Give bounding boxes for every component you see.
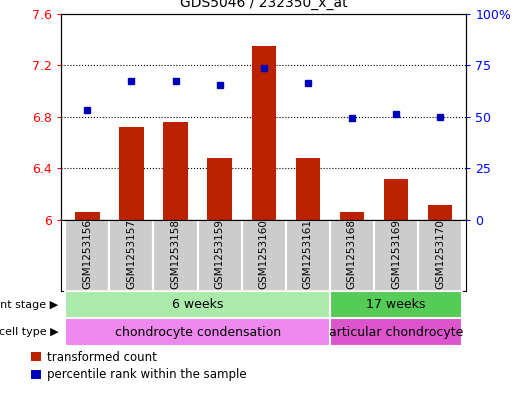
Text: GSM1253161: GSM1253161 xyxy=(303,219,313,289)
Text: 17 weeks: 17 weeks xyxy=(366,298,426,311)
Text: GSM1253170: GSM1253170 xyxy=(435,219,445,289)
Bar xyxy=(65,291,330,318)
Bar xyxy=(198,220,242,291)
Legend: transformed count, percentile rank within the sample: transformed count, percentile rank withi… xyxy=(26,346,251,386)
Bar xyxy=(418,220,462,291)
Bar xyxy=(252,46,276,220)
Text: GSM1253157: GSM1253157 xyxy=(127,219,136,289)
Bar xyxy=(384,179,408,220)
Text: GSM1253159: GSM1253159 xyxy=(215,219,225,289)
Text: GSM1253168: GSM1253168 xyxy=(347,219,357,289)
Title: GDS5046 / 232350_x_at: GDS5046 / 232350_x_at xyxy=(180,0,348,10)
Text: chondrocyte condensation: chondrocyte condensation xyxy=(114,325,280,339)
Bar xyxy=(109,220,154,291)
Bar xyxy=(242,220,286,291)
Bar xyxy=(330,318,462,346)
Bar xyxy=(428,205,452,220)
Bar xyxy=(374,220,418,291)
Text: GSM1253169: GSM1253169 xyxy=(391,219,401,289)
Text: GSM1253156: GSM1253156 xyxy=(82,219,92,289)
Bar xyxy=(207,158,232,220)
Text: GSM1253160: GSM1253160 xyxy=(259,219,269,289)
Bar xyxy=(65,318,330,346)
Text: 6 weeks: 6 weeks xyxy=(172,298,223,311)
Text: articular chondrocyte: articular chondrocyte xyxy=(329,325,463,339)
Bar xyxy=(119,127,144,220)
Bar xyxy=(65,220,109,291)
Bar xyxy=(75,212,100,220)
Bar xyxy=(154,220,198,291)
Bar xyxy=(340,212,364,220)
Bar xyxy=(330,291,462,318)
Bar xyxy=(286,220,330,291)
Text: development stage ▶: development stage ▶ xyxy=(0,299,58,310)
Text: cell type ▶: cell type ▶ xyxy=(0,327,58,337)
Bar xyxy=(296,158,320,220)
Text: GSM1253158: GSM1253158 xyxy=(171,219,181,289)
Bar xyxy=(330,220,374,291)
Bar xyxy=(163,122,188,220)
